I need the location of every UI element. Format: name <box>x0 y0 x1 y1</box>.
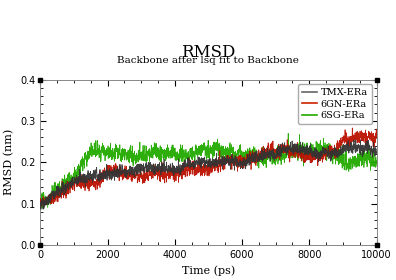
Title: Backbone after lsq fit to Backbone: Backbone after lsq fit to Backbone <box>118 56 299 65</box>
X-axis label: Time (ps): Time (ps) <box>182 265 235 276</box>
Text: RMSD: RMSD <box>181 44 236 60</box>
Legend: TMX-ERa, 6GN-ERa, 6SG-ERa: TMX-ERa, 6GN-ERa, 6SG-ERa <box>298 85 372 124</box>
Y-axis label: RMSD (nm): RMSD (nm) <box>4 129 15 195</box>
